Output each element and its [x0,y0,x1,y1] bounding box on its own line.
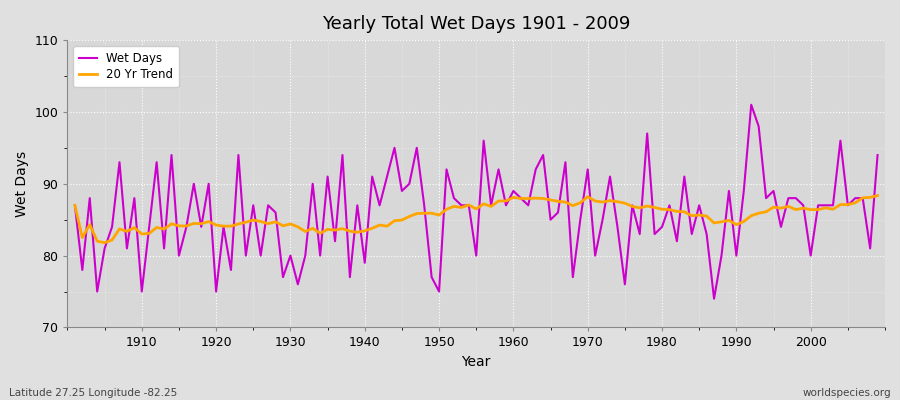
20 Yr Trend [99,240,110,245]
Wet Days [598,217,608,222]
Wet Days [69,203,80,208]
X-axis label: Year: Year [462,355,490,369]
Wet Days [129,196,140,200]
Y-axis label: Wet Days: Wet Days [15,151,29,217]
Text: worldspecies.org: worldspecies.org [803,388,891,398]
Wet Days [337,153,347,158]
Wet Days [500,203,511,208]
Wet Days [708,296,719,301]
Wet Days [746,102,757,107]
20 Yr Trend [508,195,518,200]
20 Yr Trend [872,193,883,198]
Text: Latitude 27.25 Longitude -82.25: Latitude 27.25 Longitude -82.25 [9,388,177,398]
Line: 20 Yr Trend: 20 Yr Trend [75,196,878,243]
Legend: Wet Days, 20 Yr Trend: Wet Days, 20 Yr Trend [74,46,179,87]
20 Yr Trend [516,196,526,201]
20 Yr Trend [345,229,356,234]
20 Yr Trend [137,232,148,236]
Wet Days [872,153,883,158]
Wet Days [292,282,303,287]
Title: Yearly Total Wet Days 1901 - 2009: Yearly Total Wet Days 1901 - 2009 [322,15,630,33]
Line: Wet Days: Wet Days [75,105,878,299]
Wet Days [508,188,518,193]
20 Yr Trend [300,229,310,234]
20 Yr Trend [605,198,616,203]
20 Yr Trend [69,203,80,208]
